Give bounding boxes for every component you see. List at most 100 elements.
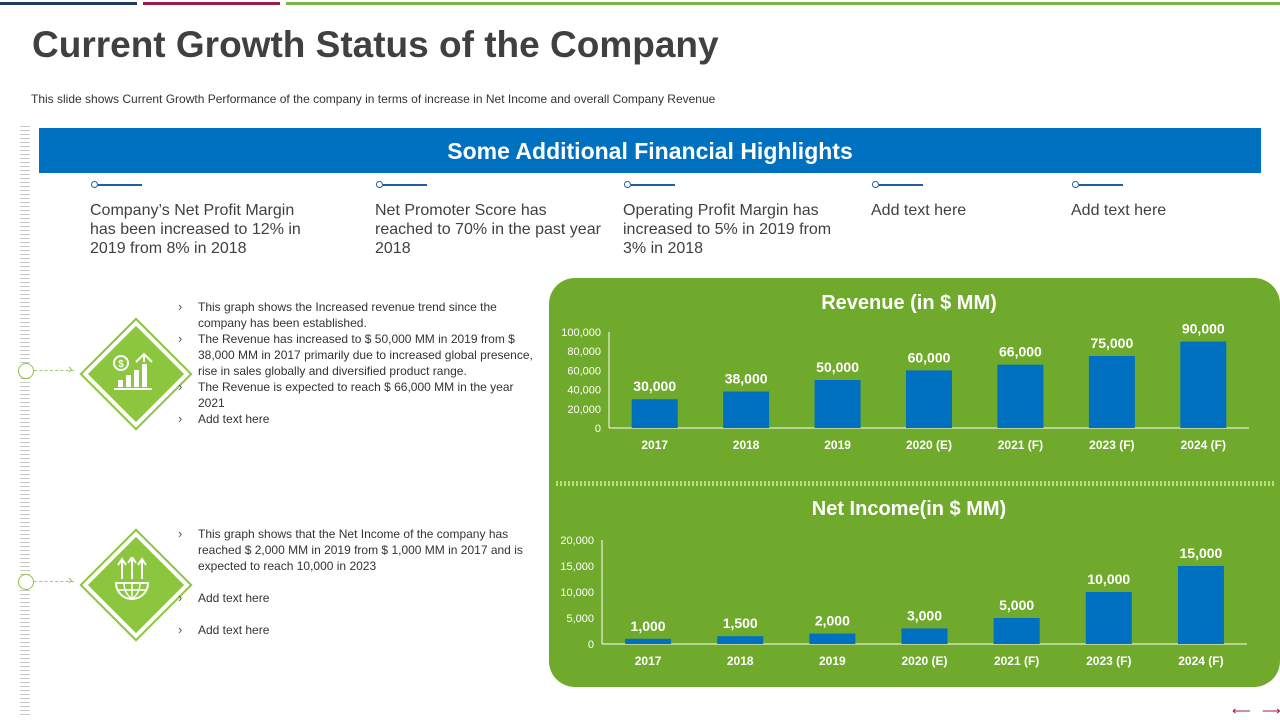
income-data-label: 1,500 bbox=[723, 615, 758, 631]
page-subtitle: This slide shows Current Growth Performa… bbox=[31, 92, 716, 106]
revenue-x-tick-label: 2018 bbox=[733, 438, 760, 452]
income-x-tick-label: 2017 bbox=[635, 654, 662, 668]
highlight-text: Net Promoter Score has reached to 70% in… bbox=[375, 202, 601, 257]
vertical-ruler bbox=[20, 126, 30, 718]
revenue-bar bbox=[631, 399, 678, 428]
revenue-bar bbox=[814, 380, 861, 428]
highlight-marker bbox=[376, 178, 605, 192]
revenue-data-label: 60,000 bbox=[908, 349, 951, 365]
highlight-text: Add text here bbox=[871, 202, 967, 219]
revenue-x-tick-label: 2021 (F) bbox=[998, 438, 1043, 452]
revenue-bar bbox=[1180, 341, 1227, 428]
income-y-tick-label: 5,000 bbox=[566, 613, 594, 625]
income-y-tick-label: 10,000 bbox=[560, 587, 594, 599]
highlight-text: Company’s Net Profit Margin has been inc… bbox=[90, 202, 301, 257]
revenue-chart-title: Revenue (in $ MM) bbox=[821, 292, 997, 314]
revenue-bar bbox=[723, 391, 770, 428]
highlight-marker bbox=[1072, 178, 1280, 192]
income-bar bbox=[1085, 592, 1132, 644]
revenue-bar bbox=[1088, 356, 1135, 428]
list-item: Add text here bbox=[178, 590, 543, 606]
revenue-x-tick-label: 2017 bbox=[641, 438, 668, 452]
income-x-tick-label: 2018 bbox=[727, 654, 754, 668]
revenue-x-tick-label: 2023 (F) bbox=[1089, 438, 1134, 452]
top-accent-line-navy bbox=[0, 2, 137, 5]
top-accent-line-purple bbox=[143, 2, 280, 5]
chart-divider bbox=[556, 481, 1276, 486]
highlight-marker bbox=[91, 178, 320, 192]
income-data-label: 10,000 bbox=[1087, 571, 1130, 587]
income-data-label: 1,000 bbox=[631, 618, 666, 634]
highlight-item: Add text here bbox=[871, 178, 1101, 220]
globe-growth-arrows-icon bbox=[114, 557, 150, 600]
highlight-marker bbox=[872, 178, 1101, 192]
income-x-tick-label: 2020 (E) bbox=[901, 654, 947, 668]
income-y-tick-label: 15,000 bbox=[560, 561, 594, 573]
income-data-label: 2,000 bbox=[815, 613, 850, 629]
income-x-tick-label: 2021 (F) bbox=[994, 654, 1039, 668]
highlight-text: Operating Profit Margin has increased to… bbox=[623, 202, 832, 257]
income-bar bbox=[809, 633, 856, 644]
revenue-y-tick-label: 0 bbox=[595, 423, 601, 435]
dollar-bar-chart-icon: $ bbox=[113, 352, 153, 390]
highlight-item: Net Promoter Score has reached to 70% in… bbox=[375, 178, 605, 258]
income-x-tick-label: 2024 (F) bbox=[1178, 654, 1223, 668]
income-bar bbox=[901, 628, 948, 644]
income-x-tick-label: 2019 bbox=[819, 654, 846, 668]
page-title: Current Growth Status of the Company bbox=[32, 24, 719, 65]
revenue-y-tick-label: 60,000 bbox=[567, 365, 601, 377]
revenue-x-tick-label: 2020 (E) bbox=[906, 438, 952, 452]
revenue-bullet-list: This graph shows the Increased revenue t… bbox=[178, 299, 543, 427]
income-bar bbox=[1177, 566, 1224, 644]
highlight-marker bbox=[624, 178, 853, 192]
highlight-item: Operating Profit Margin has increased to… bbox=[623, 178, 853, 258]
svg-text:$: $ bbox=[118, 359, 124, 370]
income-bar bbox=[717, 636, 764, 644]
income-chart-title: Net Income(in $ MM) bbox=[811, 498, 1007, 520]
highlights-banner: Some Additional Financial Highlights bbox=[39, 128, 1261, 173]
income-x-tick-label: 2023 (F) bbox=[1086, 654, 1131, 668]
connector-dash bbox=[34, 581, 74, 582]
income-data-label: 3,000 bbox=[907, 607, 942, 623]
income-y-tick-label: 0 bbox=[588, 639, 594, 651]
revenue-data-label: 90,000 bbox=[1182, 321, 1225, 337]
prev-arrow-icon[interactable]: ⟵ bbox=[1232, 703, 1251, 718]
revenue-y-tick-label: 40,000 bbox=[567, 385, 601, 397]
list-item: This graph shows the Increased revenue t… bbox=[178, 299, 543, 331]
revenue-y-tick-label: 20,000 bbox=[567, 404, 601, 416]
list-item: The Revenue has increased to $ 50,000 MM… bbox=[178, 331, 543, 379]
income-bar bbox=[993, 618, 1040, 644]
connector-dash bbox=[34, 370, 74, 371]
income-data-label: 5,000 bbox=[999, 597, 1034, 613]
revenue-data-label: 30,000 bbox=[633, 378, 676, 394]
next-arrow-icon[interactable]: ⟶ bbox=[1262, 703, 1280, 718]
revenue-data-label: 50,000 bbox=[816, 359, 859, 375]
top-accent-line-green bbox=[286, 2, 1280, 5]
connector-circle bbox=[18, 363, 34, 379]
list-item: The Revenue is expected to reach $ 66,00… bbox=[178, 379, 543, 411]
income-bullet-list: This graph shows that the Net Income of … bbox=[178, 526, 543, 638]
revenue-y-tick-label: 100,000 bbox=[561, 327, 601, 339]
revenue-y-tick-label: 80,000 bbox=[567, 346, 601, 358]
revenue-x-tick-label: 2024 (F) bbox=[1181, 438, 1226, 452]
revenue-bar bbox=[906, 370, 952, 428]
income-chart: 0 5,000 10,000 15,000 20,000 1,000 2017 1,500 20… bbox=[560, 535, 1247, 668]
revenue-data-label: 75,000 bbox=[1090, 335, 1133, 351]
revenue-data-label: 66,000 bbox=[999, 344, 1042, 360]
highlight-item: Company’s Net Profit Margin has been inc… bbox=[90, 178, 320, 258]
list-item: This graph shows that the Net Income of … bbox=[178, 526, 543, 574]
connector-circle bbox=[18, 574, 34, 590]
revenue-x-tick-label: 2019 bbox=[824, 438, 851, 452]
income-data-label: 15,000 bbox=[1180, 545, 1223, 561]
income-bar bbox=[625, 638, 672, 644]
income-y-tick-label: 20,000 bbox=[560, 535, 594, 547]
highlight-item: Add text here bbox=[1071, 178, 1280, 220]
revenue-chart: 0 20,000 40,000 60,000 80,000 100,000 30,000 20… bbox=[561, 321, 1249, 452]
revenue-bar bbox=[997, 364, 1044, 428]
connector-arrow-icon: › bbox=[68, 361, 73, 376]
list-item: Add text here bbox=[178, 622, 543, 638]
connector-arrow-icon: › bbox=[68, 572, 73, 587]
list-item: Add text here bbox=[178, 411, 543, 427]
revenue-data-label: 38,000 bbox=[725, 371, 768, 387]
highlight-text: Add text here bbox=[1071, 202, 1167, 219]
